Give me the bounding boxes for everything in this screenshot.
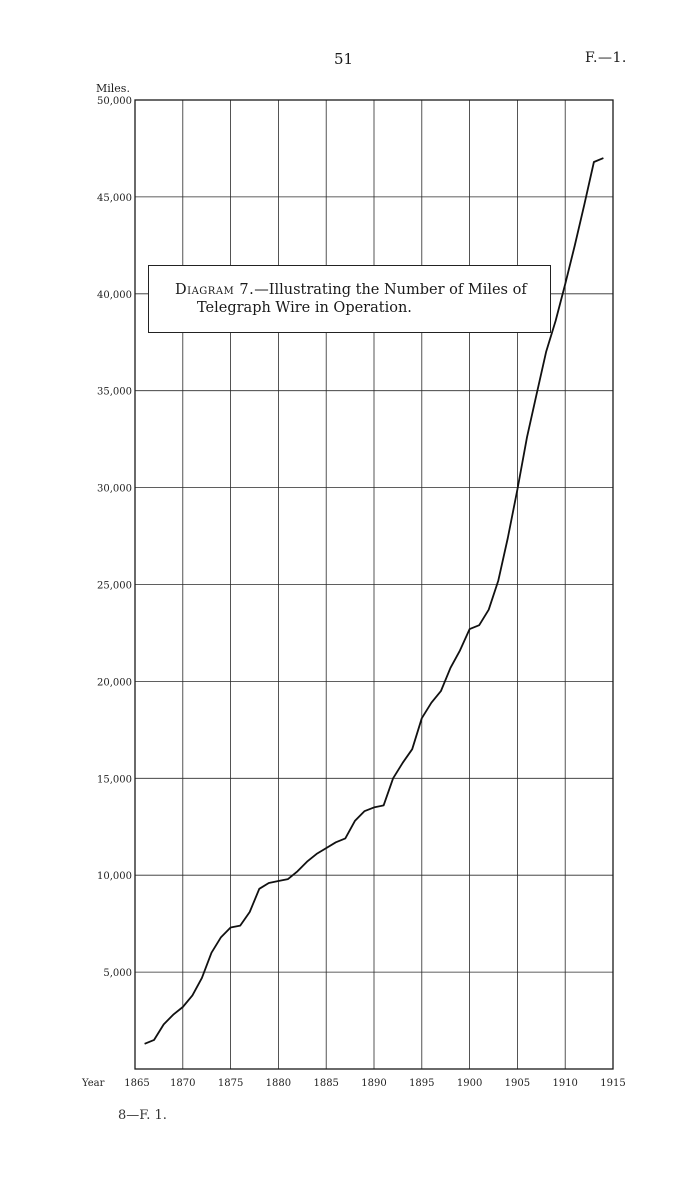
grid-layer [135, 100, 613, 1069]
x-tick-label: 1875 [218, 1078, 243, 1089]
x-axis-label: Year [81, 1078, 105, 1089]
diagram-number: Diagram 7. [175, 282, 255, 298]
x-tick-label: 1915 [600, 1078, 625, 1089]
y-tick-label: 5,000 [103, 968, 132, 979]
x-tick-label: 1905 [505, 1078, 530, 1089]
x-tick-label: 1895 [409, 1078, 434, 1089]
x-tick-label: 1870 [170, 1078, 195, 1089]
x-tick-label: 1890 [361, 1078, 386, 1089]
diagram-title-box: Diagram 7.—Illustrating the Number of Mi… [148, 265, 551, 333]
page-number: 51 [334, 50, 354, 68]
y-tick-label: 25,000 [97, 581, 132, 592]
y-axis-unit-label: Miles. [96, 82, 130, 95]
diagram-title-line-1: Diagram 7.—Illustrating the Number of Mi… [175, 282, 527, 298]
y-tick-labels: 5,000 10,000 15,000 20,000 25,000 30,000 35,00… [97, 96, 132, 979]
x-tick-label: 1910 [552, 1078, 577, 1089]
y-tick-label: 30,000 [97, 484, 132, 495]
footer-reference: 8—F. 1. [118, 1108, 167, 1123]
plot-frame [134, 99, 614, 1070]
page-reference: F.—1. [585, 50, 627, 66]
y-tick-label: 45,000 [97, 193, 132, 204]
series-line-miles [144, 157, 604, 1045]
y-tick-label: 40,000 [97, 290, 132, 301]
y-tick-label: 10,000 [97, 871, 132, 882]
y-tick-label: 50,000 [97, 96, 132, 107]
x-tick-label: 1900 [457, 1078, 482, 1089]
y-tick-label: 15,000 [97, 774, 132, 785]
x-tick-label: 1865 [124, 1078, 149, 1089]
x-tick-labels: 1865 1870 1875 1880 1885 1890 1895 1900 1905 1910… [124, 1078, 625, 1089]
diagram-title-line-2: Telegraph Wire in Operation. [197, 300, 412, 316]
y-tick-label: 35,000 [97, 387, 132, 398]
x-tick-label: 1885 [313, 1078, 338, 1089]
y-tick-label: 20,000 [97, 677, 132, 688]
x-tick-label: 1880 [266, 1078, 291, 1089]
diagram-title-text-1: —Illustrating the Number of Miles of [254, 282, 527, 298]
